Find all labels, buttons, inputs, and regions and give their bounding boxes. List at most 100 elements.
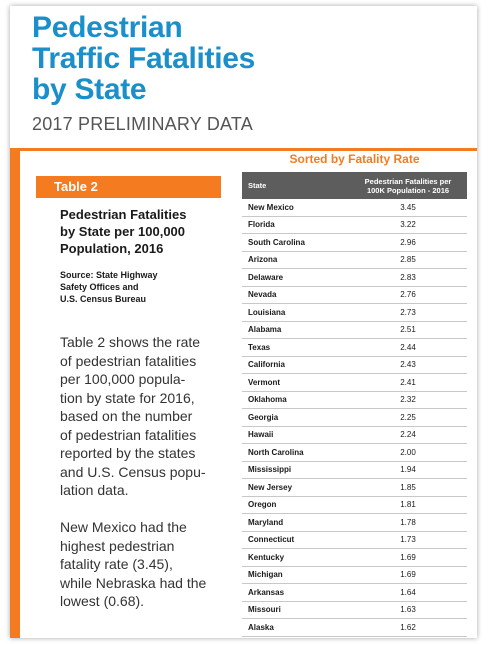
table-row: South Carolina 2.96: [242, 233, 467, 252]
rate-cell: 1.94: [349, 461, 467, 479]
rate-cell: 1.85: [349, 478, 467, 497]
table-row: Nevada 2.76: [242, 286, 467, 304]
paragraph-line: of pedestrian fatalities: [60, 426, 197, 443]
heading-line: Population, 2016: [60, 241, 164, 256]
paragraph-line: of pedestrian fatalities: [60, 352, 197, 369]
rate-cell: 1.63: [349, 601, 467, 619]
paragraph-line: while Nebraska had the: [60, 574, 207, 591]
rate-cell: 2.76: [349, 286, 467, 304]
state-cell: New Mexico: [242, 199, 349, 217]
source-note: Source: State Highway Safety Offices and…: [60, 269, 230, 305]
state-cell: California: [242, 356, 349, 374]
rate-cell: 1.62: [349, 618, 467, 637]
table-row: North Carolina 2.00: [242, 443, 467, 462]
table-row: Mississippi 1.94: [242, 461, 467, 479]
rate-cell: 1.78: [349, 513, 467, 532]
state-cell: Vermont: [242, 373, 349, 392]
rate-cell: 2.25: [349, 408, 467, 427]
table-row: New Mexico 3.45: [242, 199, 467, 217]
table-header-row: State Pedestrian Fatalities per 100K Pop…: [242, 172, 467, 199]
state-cell: Alaska: [242, 618, 349, 637]
state-cell: South Carolina: [242, 233, 349, 252]
rate-cell: 1.69: [349, 548, 467, 567]
state-cell: Hawaii: [242, 426, 349, 444]
title-line: by State: [32, 73, 147, 106]
rate-header-line: Pedestrian Fatalities per: [364, 176, 452, 186]
table-row: Alabama 2.51: [242, 321, 467, 339]
source-line: U.S. Census Bureau: [60, 294, 147, 304]
description-paragraph: Table 2 shows the rate of pedestrian fat…: [60, 333, 230, 500]
paragraph-line: and U.S. Census popu-: [60, 463, 206, 480]
paragraph-line: highest pedestrian: [60, 537, 175, 554]
table-row: Connecticut 1.73: [242, 531, 467, 549]
table-row: Michigan 1.69: [242, 566, 467, 584]
state-cell: Arkansas: [242, 583, 349, 602]
table-row: New Jersey 1.85: [242, 478, 467, 497]
rate-cell: 2.24: [349, 426, 467, 444]
table-row: Florida 3.22: [242, 216, 467, 234]
rate-cell: 2.32: [349, 391, 467, 409]
table-body: New Mexico 3.45 Florida 3.22 South Carolina 2…: [242, 199, 467, 637]
rate-cell: 1.81: [349, 496, 467, 514]
state-cell: Oklahoma: [242, 391, 349, 409]
table-row: Louisiana 2.73: [242, 303, 467, 322]
title-line: Traffic Fatalities: [32, 42, 256, 75]
state-column-header: State: [242, 172, 349, 199]
rate-cell: 3.22: [349, 216, 467, 234]
state-cell: Missouri: [242, 601, 349, 619]
table-row: Oregon 1.81: [242, 496, 467, 514]
paragraph-line: New Mexico had the: [60, 519, 187, 535]
paragraph-line: lation data.: [60, 482, 129, 498]
source-line: Safety Offices and: [60, 282, 139, 292]
sort-caption: Sorted by Fatality Rate: [289, 152, 420, 166]
paragraph-line: lowest (0.68).: [60, 593, 145, 609]
rate-cell: 2.41: [349, 373, 467, 392]
heading-line: by State per 100,000: [60, 224, 186, 239]
table-row: Texas 2.44: [242, 338, 467, 357]
table-row: Oklahoma 2.32: [242, 391, 467, 409]
page-subtitle: 2017 PRELIMINARY DATA: [32, 114, 253, 134]
state-cell: Arizona: [242, 251, 349, 269]
state-cell: Connecticut: [242, 531, 349, 549]
state-cell: Michigan: [242, 566, 349, 584]
rate-column-header: Pedestrian Fatalities per 100K Populatio…: [349, 172, 467, 199]
orange-divider: [10, 148, 477, 151]
paragraph-line: Table 2 shows the rate: [60, 334, 201, 350]
summary-paragraph: New Mexico had the highest pedestrian fa…: [60, 518, 230, 611]
state-cell: Florida: [242, 216, 349, 234]
state-cell: Louisiana: [242, 303, 349, 322]
table-heading: Pedestrian Fatalities by State per 100,0…: [60, 206, 230, 257]
fatality-rate-table: State Pedestrian Fatalities per 100K Pop…: [242, 172, 467, 637]
paragraph-line: tion by state for 2016,: [60, 389, 195, 406]
rate-cell: 2.85: [349, 251, 467, 269]
paragraph-line: based on the number: [60, 408, 193, 424]
paragraph-line: fatality rate (3.45),: [60, 556, 173, 572]
table-row: Missouri 1.63: [242, 601, 467, 619]
table-row: California 2.43: [242, 356, 467, 374]
table-row: Vermont 2.41: [242, 373, 467, 392]
table-row: Kentucky 1.69: [242, 548, 467, 567]
paragraph-line: per 100,000 popula-: [60, 371, 186, 387]
table-label-badge: Table 2: [36, 176, 221, 198]
state-cell: Mississippi: [242, 461, 349, 479]
rate-header-line: 100K Population - 2016: [366, 185, 450, 195]
state-cell: Kentucky: [242, 548, 349, 567]
rate-cell: 2.51: [349, 321, 467, 339]
state-cell: Alabama: [242, 321, 349, 339]
rate-cell: 2.83: [349, 268, 467, 287]
rate-cell: 1.73: [349, 531, 467, 549]
state-cell: Maryland: [242, 513, 349, 532]
rate-cell: 2.00: [349, 443, 467, 462]
table-row: Maryland 1.78: [242, 513, 467, 532]
page-title: Pedestrian Traffic Fatalities by State: [32, 12, 255, 105]
state-cell: Georgia: [242, 408, 349, 427]
state-cell: North Carolina: [242, 443, 349, 462]
table-row: Georgia 2.25: [242, 408, 467, 427]
rate-cell: 2.44: [349, 338, 467, 357]
title-line: Pedestrian: [32, 11, 183, 44]
source-line: Source: State Highway: [60, 270, 158, 280]
rate-cell: 3.45: [349, 199, 467, 217]
state-cell: New Jersey: [242, 478, 349, 497]
rate-cell: 2.96: [349, 233, 467, 252]
table-row: Arkansas 1.64: [242, 583, 467, 602]
